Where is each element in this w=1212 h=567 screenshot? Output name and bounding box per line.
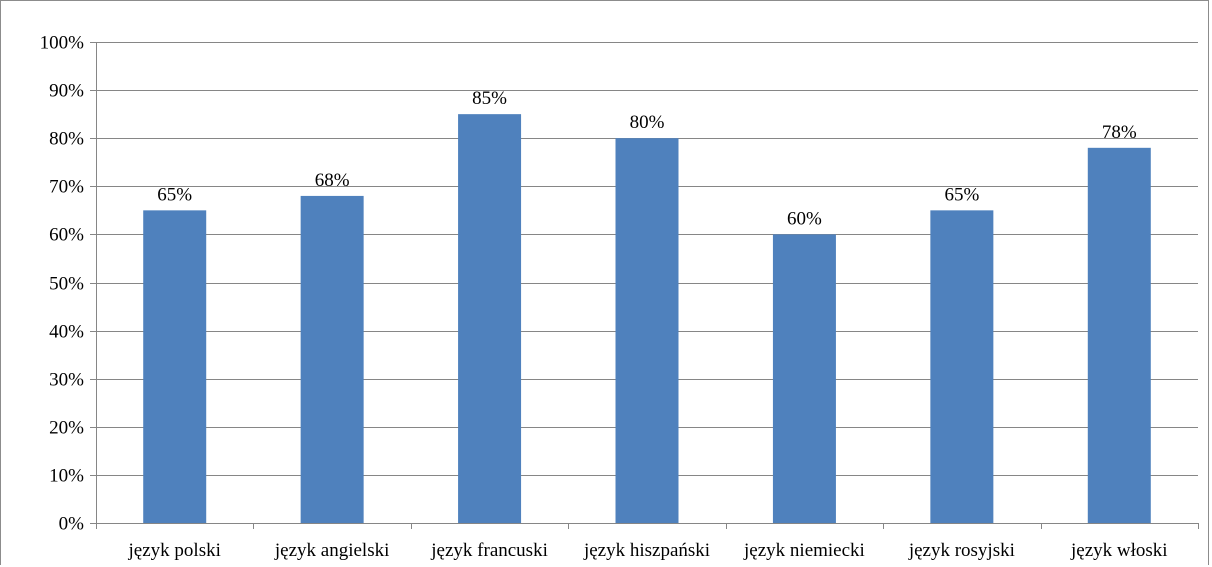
bar (300, 195, 364, 524)
bar (1087, 147, 1151, 523)
y-tick-label: 40% (49, 322, 84, 343)
axes (90, 42, 1199, 529)
data-label: 60% (787, 208, 822, 229)
y-tick-label: 20% (49, 418, 84, 439)
x-tick-label: język rosyjski (908, 540, 1015, 561)
data-label: 65% (944, 184, 979, 205)
y-axis-tick-labels: 0% 10% 20% 30% 40% 50% 60% 70% 80% 90% 100% (40, 33, 85, 535)
y-tick-label: 60% (49, 225, 84, 246)
x-tick-label: język włoski (1070, 540, 1168, 561)
bars (143, 114, 1151, 524)
bar (930, 210, 994, 523)
x-tick-label: język niemiecki (743, 540, 865, 561)
y-tick-label: 10% (49, 466, 84, 487)
data-label: 80% (630, 112, 665, 133)
data-labels: 65% 68% 85% 80% 60% 65% 78% (157, 88, 1137, 229)
data-label: 68% (315, 170, 350, 191)
y-tick-label: 80% (49, 129, 84, 150)
y-tick-label: 100% (40, 33, 85, 54)
x-tick-label: język francuski (430, 540, 548, 561)
y-tick-label: 50% (49, 274, 84, 295)
x-axis-tick-labels: język polski język angielski język francus… (128, 540, 1168, 561)
bar (615, 138, 679, 523)
data-label: 65% (157, 184, 192, 205)
x-tick-label: język polski (128, 540, 221, 561)
x-tick-label: język hiszpański (583, 540, 710, 561)
data-label: 78% (1102, 122, 1137, 143)
y-tick-label: 70% (49, 177, 84, 198)
bar (772, 234, 836, 523)
y-tick-label: 0% (59, 514, 85, 535)
bar (458, 114, 522, 524)
y-tick-label: 90% (49, 81, 84, 102)
y-tick-label: 30% (49, 370, 84, 391)
x-tick-label: język angielski (274, 540, 390, 561)
data-label: 85% (472, 88, 507, 109)
bar (143, 210, 207, 523)
